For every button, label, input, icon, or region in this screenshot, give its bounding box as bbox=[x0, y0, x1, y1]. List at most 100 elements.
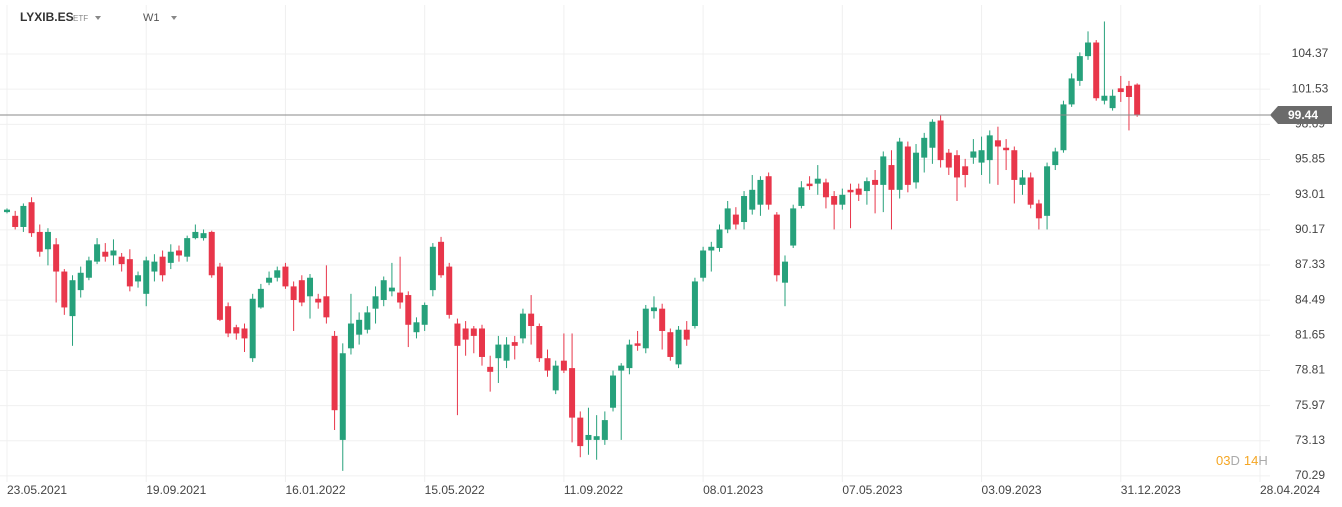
candle-body bbox=[290, 286, 297, 301]
countdown-days: 03 bbox=[1216, 453, 1230, 468]
candle-body bbox=[397, 292, 404, 303]
candle-body bbox=[831, 196, 838, 205]
candle-body bbox=[528, 313, 535, 327]
countdown-hours: 14 bbox=[1244, 453, 1258, 468]
x-tick-label: 07.05.2023 bbox=[842, 483, 902, 497]
candle-body bbox=[618, 365, 625, 371]
candle-body bbox=[4, 209, 10, 213]
candle-body bbox=[405, 295, 412, 325]
last-price-label: 99.44 bbox=[1288, 108, 1318, 122]
candle-body bbox=[544, 358, 551, 371]
candle-body bbox=[1068, 78, 1075, 105]
y-tick-label: 93.01 bbox=[1295, 187, 1325, 201]
candle-body bbox=[110, 250, 117, 256]
candle-body bbox=[298, 280, 305, 303]
candle-body bbox=[601, 420, 608, 440]
candle-body bbox=[782, 261, 789, 283]
candle-body bbox=[339, 353, 346, 440]
candle-body bbox=[495, 344, 502, 359]
candle-body bbox=[1134, 84, 1141, 116]
y-tick-label: 75.97 bbox=[1295, 398, 1325, 412]
y-tick-label: 73.13 bbox=[1295, 433, 1325, 447]
candle-body bbox=[364, 312, 371, 330]
candle-body bbox=[978, 150, 985, 163]
candle-body bbox=[1101, 95, 1108, 101]
candle-body bbox=[1117, 88, 1124, 93]
dropdown-arrow[interactable] bbox=[95, 16, 101, 20]
candle-body bbox=[642, 308, 649, 349]
candle-body bbox=[347, 323, 354, 349]
x-tick-label: 31.12.2023 bbox=[1121, 483, 1181, 497]
candle-body bbox=[773, 214, 780, 276]
candle-body bbox=[421, 304, 428, 325]
candle-body bbox=[872, 179, 879, 185]
x-tick-label: 11.09.2022 bbox=[564, 483, 623, 497]
candle-body bbox=[994, 140, 1001, 147]
candle-body bbox=[1085, 42, 1092, 57]
candle-body bbox=[12, 215, 19, 227]
x-tick-label: 19.09.2021 bbox=[146, 483, 206, 497]
candle-body bbox=[986, 135, 993, 161]
candle-body bbox=[585, 434, 592, 440]
candle-body bbox=[208, 231, 215, 276]
candle-body bbox=[724, 208, 731, 230]
x-tick-label: 28.04.2024 bbox=[1260, 483, 1320, 497]
candle-body bbox=[454, 323, 461, 346]
candle-body bbox=[257, 288, 264, 308]
countdown-day-unit: D bbox=[1230, 453, 1239, 468]
candle-body bbox=[790, 208, 797, 246]
last-price-tag bbox=[1270, 106, 1332, 125]
y-tick-label: 101.53 bbox=[1292, 81, 1329, 95]
candle-body bbox=[53, 244, 60, 272]
candle-body bbox=[806, 183, 813, 187]
candle-body bbox=[503, 344, 510, 361]
x-tick-label: 23.05.2021 bbox=[7, 483, 67, 497]
candle-body bbox=[438, 241, 445, 276]
candle-body bbox=[44, 231, 51, 250]
candle-body bbox=[36, 231, 43, 252]
candle-body bbox=[962, 166, 969, 175]
candle-body bbox=[847, 189, 854, 193]
candle-body bbox=[1109, 95, 1116, 109]
interval[interactable]: W1 bbox=[143, 12, 160, 24]
dropdown-arrow[interactable] bbox=[171, 16, 177, 20]
candle-body bbox=[691, 281, 698, 327]
candle-body bbox=[511, 342, 518, 346]
candle-body bbox=[1076, 56, 1083, 81]
y-tick-label: 104.37 bbox=[1292, 46, 1329, 60]
candle-body bbox=[478, 328, 485, 357]
candle-body bbox=[798, 187, 805, 206]
candle-body bbox=[970, 151, 977, 158]
candle-body bbox=[896, 141, 903, 190]
candle-body bbox=[1027, 177, 1034, 205]
candle-body bbox=[200, 233, 207, 239]
candle-body bbox=[757, 179, 764, 205]
candle-body bbox=[675, 329, 682, 365]
candle-body bbox=[331, 335, 338, 411]
y-tick-label: 87.33 bbox=[1295, 257, 1325, 271]
candle-body bbox=[700, 250, 707, 278]
candle-body bbox=[135, 275, 142, 282]
candle-body bbox=[741, 196, 748, 223]
candle-body bbox=[126, 259, 133, 287]
candle-body bbox=[241, 328, 248, 339]
candle-body bbox=[159, 256, 166, 276]
candle-body bbox=[470, 328, 477, 336]
candle-body bbox=[1125, 85, 1132, 97]
candle-body bbox=[69, 280, 76, 317]
candle-body bbox=[323, 296, 330, 318]
candle-body bbox=[913, 152, 920, 183]
candle-body bbox=[749, 189, 756, 210]
symbol[interactable]: LYXIB.ES bbox=[20, 10, 74, 24]
y-tick-label: 70.29 bbox=[1295, 468, 1325, 482]
candle-body bbox=[1011, 150, 1018, 180]
x-tick-label: 03.09.2023 bbox=[982, 483, 1042, 497]
candle-body bbox=[356, 319, 363, 335]
candle-body bbox=[118, 256, 125, 265]
candle-body bbox=[1052, 151, 1059, 166]
candle-body bbox=[1060, 104, 1067, 151]
asset-class: ETF bbox=[73, 14, 88, 23]
candle-body bbox=[953, 155, 960, 178]
candle-body bbox=[307, 277, 314, 297]
